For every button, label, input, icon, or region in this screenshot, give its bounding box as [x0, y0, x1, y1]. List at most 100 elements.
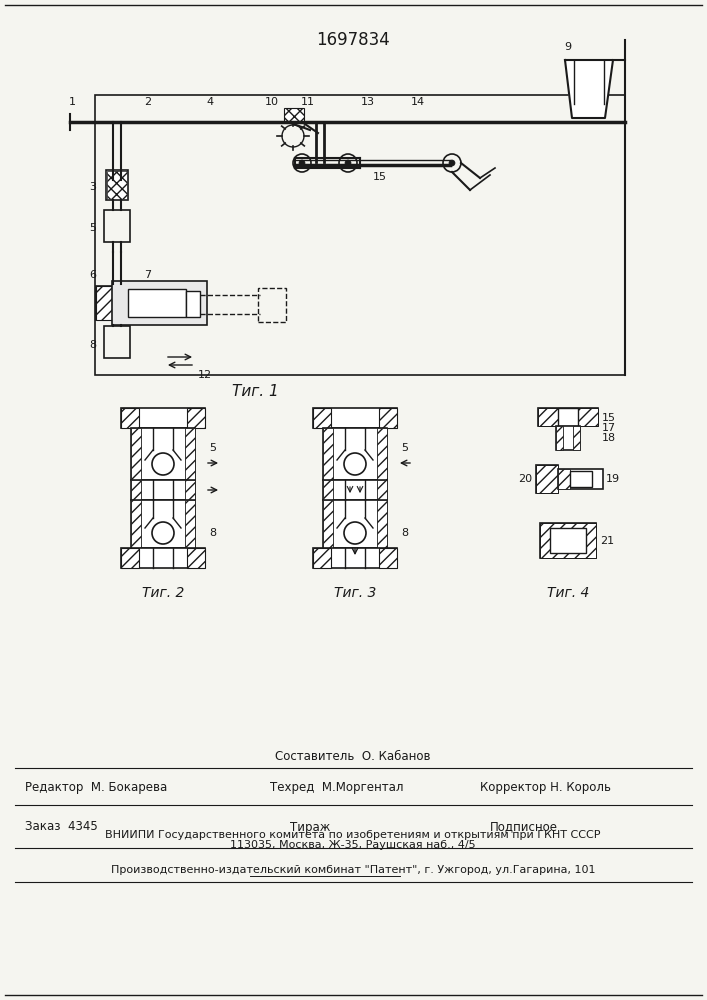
Text: 9: 9 — [564, 42, 571, 52]
Bar — [536, 465, 558, 493]
Bar — [536, 465, 558, 493]
Bar — [186, 291, 200, 317]
Bar — [185, 480, 195, 500]
Text: 1697834: 1697834 — [316, 31, 390, 49]
Bar — [104, 326, 130, 358]
Text: 11: 11 — [301, 97, 315, 107]
Bar — [107, 171, 127, 199]
Circle shape — [449, 160, 455, 166]
Text: 113035, Москва, Ж-35, Раушская наб., 4/5: 113035, Москва, Ж-35, Раушская наб., 4/5 — [230, 840, 476, 850]
Text: Производственно-издательский комбинат "Патент", г. Ужгород, ул.Гагарина, 101: Производственно-издательский комбинат "П… — [111, 865, 595, 875]
Text: 15: 15 — [602, 413, 616, 423]
Bar — [131, 500, 195, 548]
Bar — [258, 288, 286, 322]
Circle shape — [345, 160, 351, 166]
Text: Тираж: Тираж — [290, 820, 330, 834]
Text: 14: 14 — [411, 97, 425, 107]
Text: Корректор Н. Король: Корректор Н. Король — [480, 780, 611, 794]
Text: 18: 18 — [602, 433, 616, 443]
Bar — [104, 210, 130, 242]
Bar — [121, 548, 139, 568]
Bar — [121, 408, 139, 428]
Text: 13: 13 — [361, 97, 375, 107]
Bar — [313, 548, 331, 568]
Bar — [313, 408, 397, 428]
Bar — [538, 408, 598, 426]
Text: 5: 5 — [401, 443, 408, 453]
Bar — [187, 408, 205, 428]
Bar — [379, 548, 397, 568]
Text: Подписное: Подписное — [490, 820, 558, 834]
Bar — [323, 428, 333, 480]
Bar — [540, 523, 596, 558]
Text: Τиг. 2: Τиг. 2 — [142, 586, 185, 600]
Text: 8: 8 — [89, 340, 96, 350]
Bar — [323, 480, 387, 500]
Bar — [540, 523, 596, 558]
Bar — [131, 480, 141, 500]
Text: 5: 5 — [209, 443, 216, 453]
Bar — [570, 471, 592, 487]
Bar — [377, 428, 387, 480]
Text: 19: 19 — [606, 474, 620, 484]
Bar — [284, 108, 304, 122]
Bar — [112, 281, 207, 325]
Text: Редактор  М. Бокарева: Редактор М. Бокарева — [25, 780, 168, 794]
Text: 8: 8 — [401, 528, 408, 538]
Text: Составитель  О. Кабанов: Составитель О. Кабанов — [275, 750, 431, 764]
Bar — [377, 500, 387, 548]
Text: Заказ  4345: Заказ 4345 — [25, 820, 98, 834]
Bar — [556, 426, 580, 450]
Bar — [96, 286, 112, 320]
Bar — [128, 289, 186, 317]
Bar — [131, 480, 195, 500]
Text: 6: 6 — [89, 270, 96, 280]
Bar — [121, 408, 205, 428]
Bar — [131, 500, 141, 548]
Text: 3: 3 — [89, 182, 96, 192]
Bar — [550, 528, 586, 553]
Bar — [95, 95, 625, 375]
Bar — [558, 469, 570, 489]
Text: 4: 4 — [206, 97, 214, 107]
Text: 20: 20 — [518, 474, 532, 484]
Bar — [573, 426, 580, 450]
Text: 1: 1 — [69, 97, 76, 107]
Bar — [323, 500, 387, 548]
Bar — [558, 469, 603, 489]
Text: 5: 5 — [89, 223, 96, 233]
Bar — [323, 500, 333, 548]
Bar — [121, 548, 205, 568]
Text: 7: 7 — [144, 270, 151, 280]
Text: 15: 15 — [373, 172, 387, 182]
Bar — [313, 408, 331, 428]
Bar — [323, 428, 387, 480]
Text: Τиг. 1: Τиг. 1 — [232, 384, 279, 399]
Bar — [96, 286, 112, 320]
Bar — [185, 428, 195, 480]
Bar — [185, 500, 195, 548]
Text: 2: 2 — [144, 97, 151, 107]
Text: 21: 21 — [600, 536, 614, 546]
Bar — [131, 428, 141, 480]
Circle shape — [299, 160, 305, 166]
Bar — [377, 480, 387, 500]
Bar — [379, 408, 397, 428]
Text: 17: 17 — [602, 423, 616, 433]
Text: Τиг. 4: Τиг. 4 — [547, 586, 589, 600]
Bar — [106, 170, 128, 200]
Bar — [558, 408, 578, 426]
Bar — [131, 428, 195, 480]
Bar — [313, 548, 397, 568]
Text: 10: 10 — [265, 97, 279, 107]
Text: Техред  М.Моргентал: Техред М.Моргентал — [270, 780, 404, 794]
Text: 8: 8 — [209, 528, 216, 538]
Bar — [187, 548, 205, 568]
Text: ВНИИПИ Государственного комитета по изобретениям и открытиям при ГКНТ СССР: ВНИИПИ Государственного комитета по изоб… — [105, 830, 601, 840]
Text: Τиг. 3: Τиг. 3 — [334, 586, 376, 600]
Bar — [556, 426, 563, 450]
Polygon shape — [565, 60, 613, 118]
Bar — [538, 408, 598, 426]
Text: 12: 12 — [198, 370, 212, 380]
Bar — [323, 480, 333, 500]
